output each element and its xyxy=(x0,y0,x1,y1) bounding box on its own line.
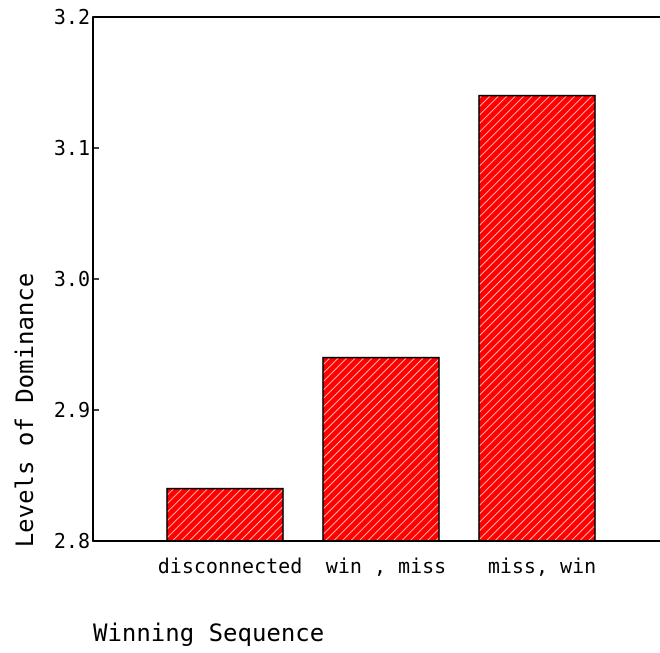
bar-1 xyxy=(322,356,440,542)
x-axis-tick-labels: disconnected win , miss miss, win xyxy=(158,554,596,578)
bars-group xyxy=(166,94,596,542)
y-tick-label: 3.0 xyxy=(54,267,90,291)
bar-0 xyxy=(166,487,284,542)
y-tick-label: 2.8 xyxy=(54,529,90,553)
y-tick-label: 3.1 xyxy=(54,136,90,160)
y-axis-title: Levels of Dominance xyxy=(11,273,39,548)
y-tick-label: 3.2 xyxy=(54,5,90,29)
y-axis-ticks: 2.8 2.9 3.0 3.1 3.2 xyxy=(54,5,99,553)
x-tick-label: disconnected xyxy=(158,554,303,578)
bar-2 xyxy=(478,94,596,542)
x-tick-label: win , miss xyxy=(326,554,446,578)
x-tick-label: miss, win xyxy=(488,554,596,578)
x-axis-title: Winning Sequence xyxy=(93,619,324,647)
y-tick-label: 2.9 xyxy=(54,398,90,422)
